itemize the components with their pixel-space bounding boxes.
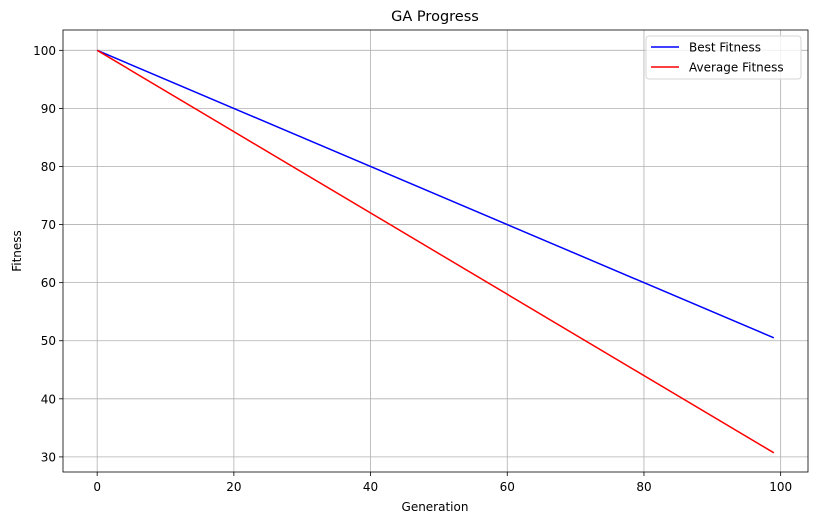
x-tick-label: 40 [363,480,378,494]
legend-label-best: Best Fitness [689,41,761,55]
y-tick-label: 70 [41,218,56,232]
y-tick-label: 60 [41,276,56,290]
x-tick-label: 20 [226,480,241,494]
chart-title: GA Progress [391,9,479,25]
y-tick-label: 40 [41,392,56,406]
x-tick-label: 0 [93,480,101,494]
y-tick-label: 80 [41,160,56,174]
ticks: 0 20 40 60 80 100 30 40 50 60 70 80 90 100 [33,44,792,494]
x-tick-label: 60 [500,480,515,494]
x-tick-label: 80 [636,480,651,494]
y-tick-label: 50 [41,334,56,348]
y-axis-label: Fitness [10,230,24,272]
x-tick-label: 100 [769,480,792,494]
series-layer [96,49,775,454]
y-tick-label: 90 [41,102,56,116]
x-axis-label: Generation [402,500,469,514]
plot-frame [62,29,809,473]
legend-label-average: Average Fitness [689,61,784,75]
y-tick-label: 100 [33,44,56,58]
series-line-average-fitness [96,49,775,454]
series-line-best-fitness [96,49,775,339]
y-tick-label: 30 [41,450,56,464]
legend-box [645,35,802,80]
legend: Best Fitness Average Fitness [645,35,802,80]
